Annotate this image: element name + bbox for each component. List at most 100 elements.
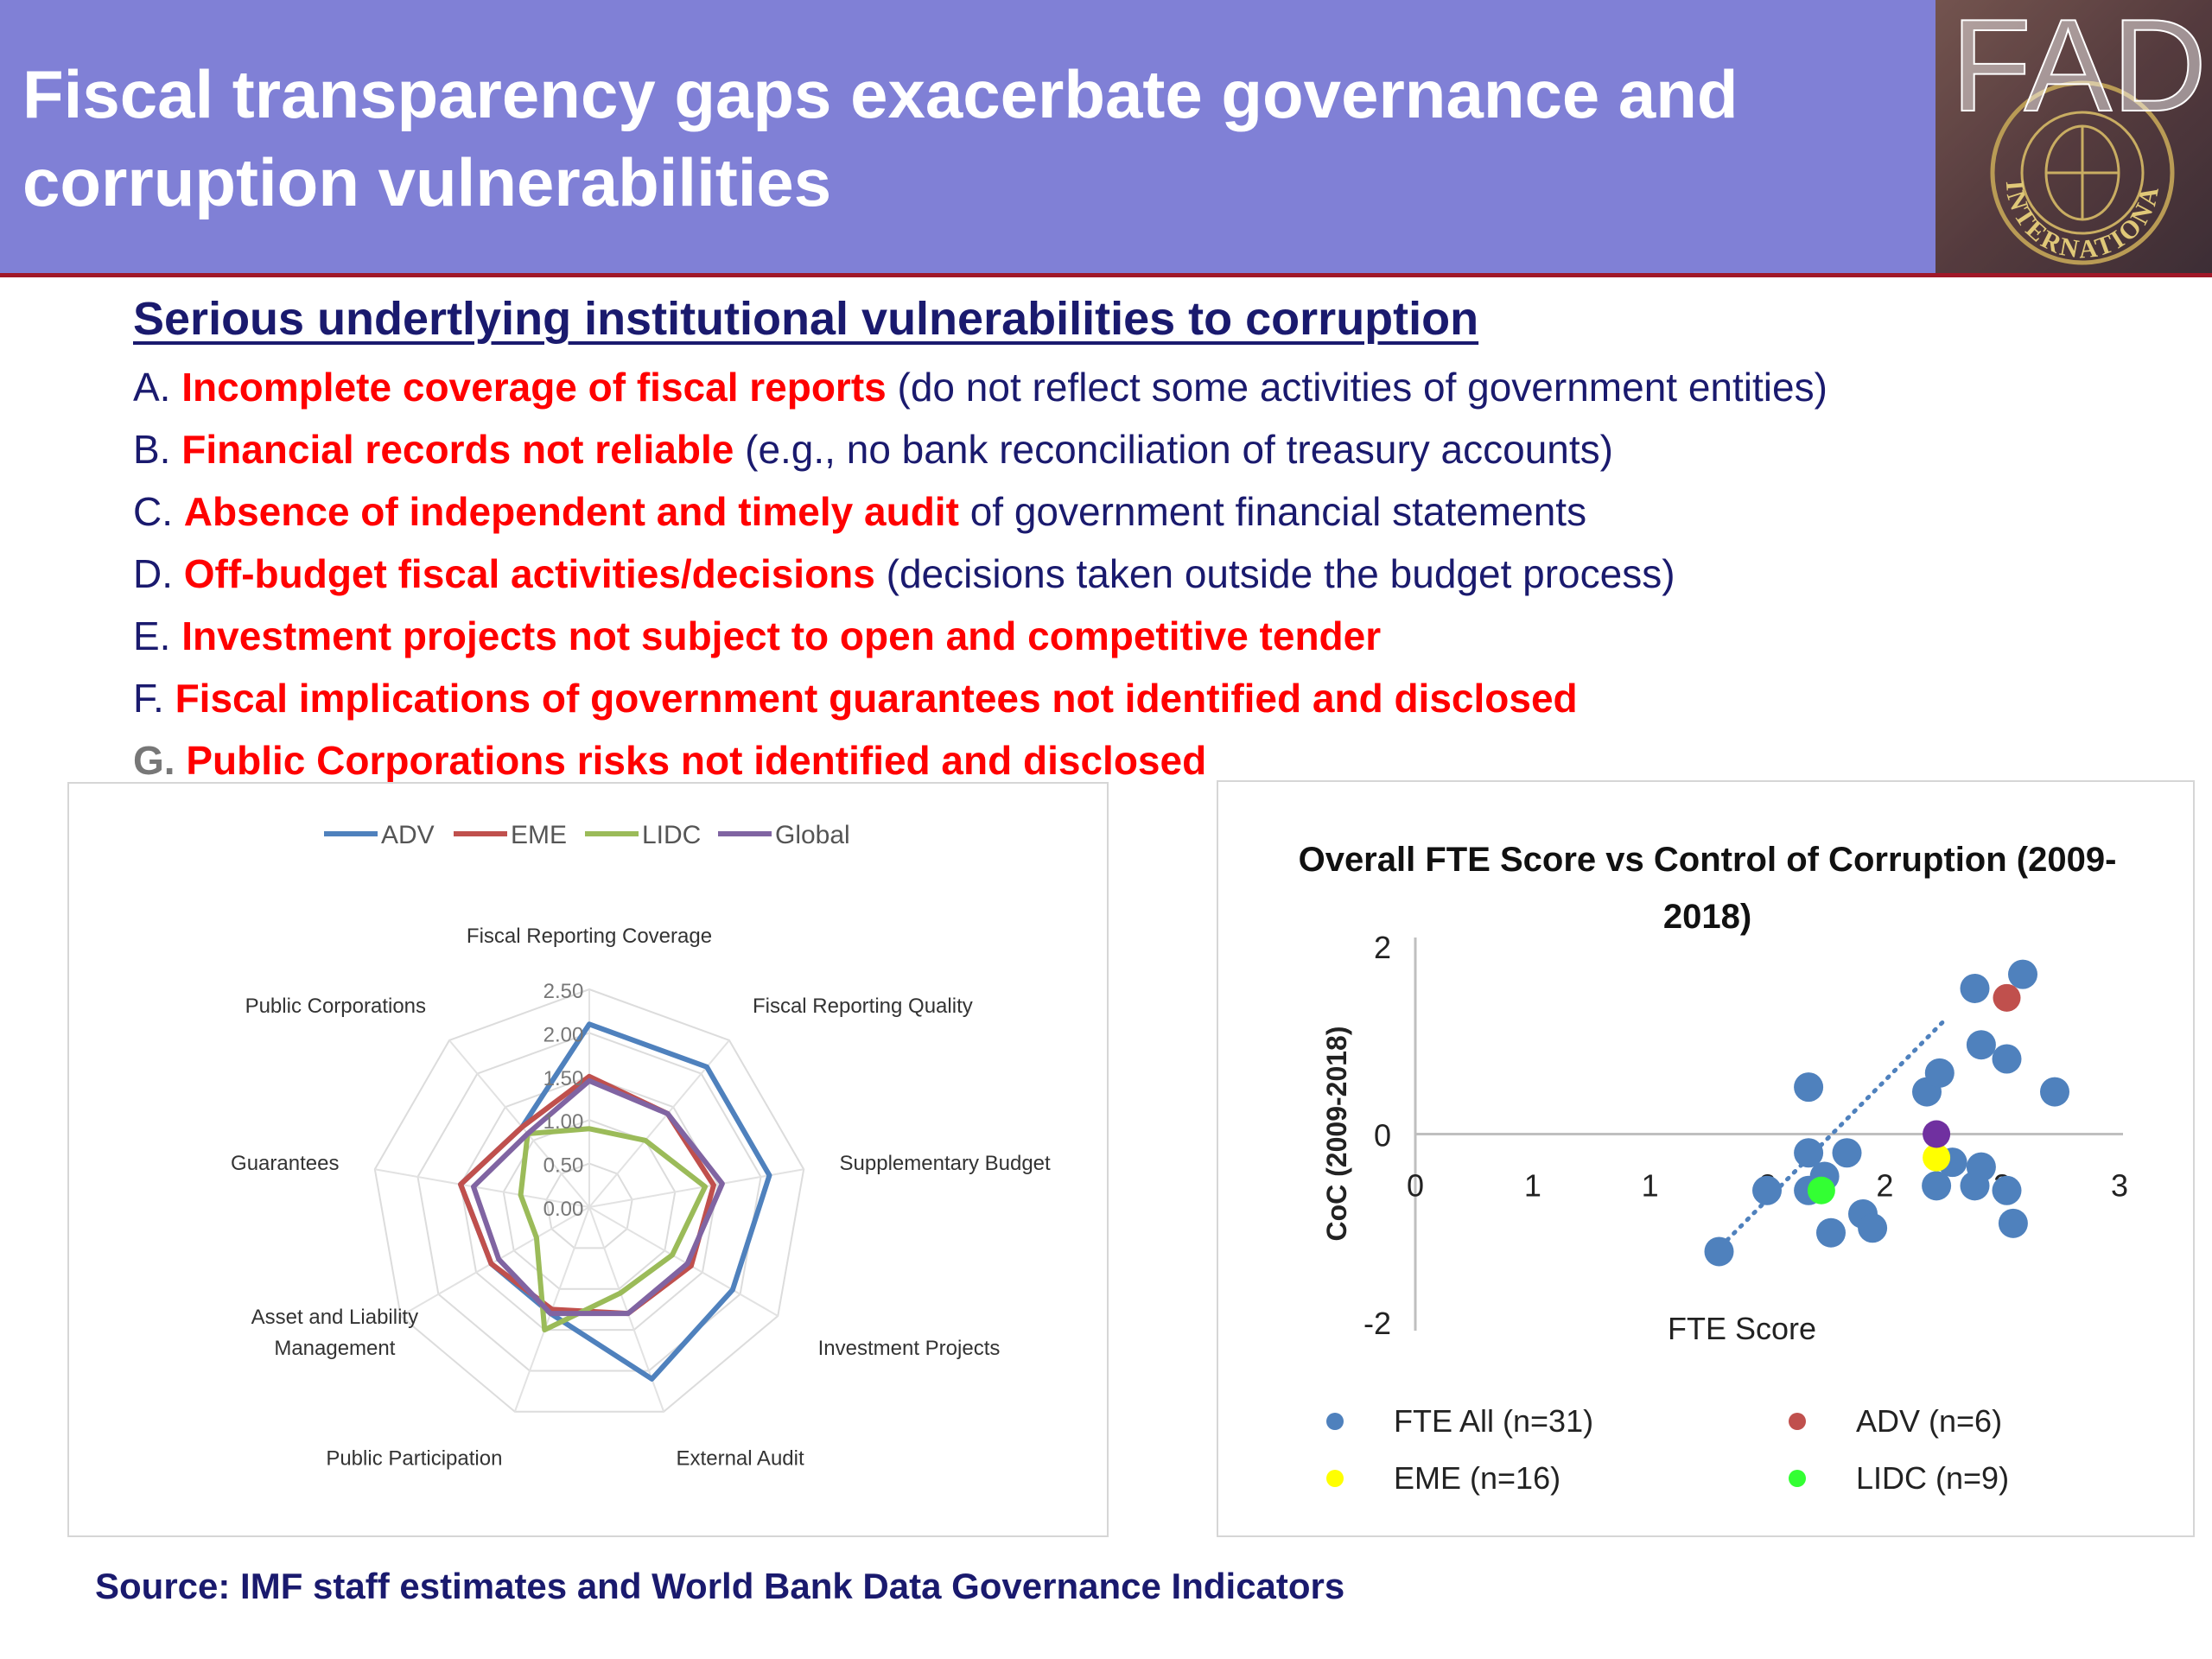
list-item: A. Incomplete coverage of fiscal reports… — [133, 356, 1827, 418]
scatter-series — [1923, 1143, 1951, 1172]
scatter-point — [1923, 1143, 1951, 1172]
scatter-point — [1924, 1058, 1955, 1088]
source-note: Source: IMF staff estimates and World Ba… — [95, 1566, 1345, 1606]
radar-tick-label: 1.50 — [543, 1067, 584, 1090]
scatter-legend: FTE All (n=31) ADV (n=6) EME (n=16) LIDC (n… — [1326, 1403, 2009, 1496]
list-item: E. Investment projects not subject to op… — [133, 605, 1827, 667]
list-item-highlight: Incomplete coverage of fiscal reports — [181, 365, 887, 410]
scatter-point — [1832, 1138, 1862, 1168]
radar-gridline — [502, 1119, 677, 1290]
scatter-x-tick-label: 2 — [1876, 1168, 1893, 1204]
header-banner: Fiscal transparency gaps exacerbate gove… — [0, 0, 1936, 273]
slide-title: Fiscal transparency gaps exacerbate gove… — [22, 50, 1923, 226]
list-item-highlight: Absence of independent and timely audit — [183, 489, 959, 534]
list-item-detail: (do not reflect some activities of gover… — [897, 365, 1827, 410]
radar-tick-label: 2.00 — [543, 1023, 584, 1046]
scatter-chart-panel: Overall FTE Score vs Control of Corrupti… — [1217, 780, 2195, 1537]
radar-tick-label: 0.50 — [543, 1154, 584, 1178]
list-item-detail: (decisions taken outside the budget proc… — [886, 551, 1675, 596]
radar-gridline — [416, 1032, 762, 1372]
seal-inner-ring — [2020, 111, 2145, 235]
radar-chart: 0.00 0.50 1.00 1.50 2.00 2.50 Fiscal Reporting… — [231, 821, 1051, 1470]
scatter-y-tick-label: -2 — [1363, 1306, 1391, 1341]
radar-axis-label: Guarantees — [231, 1152, 339, 1175]
radar-axis-label: Fiscal Reporting Coverage — [467, 925, 712, 948]
list-item-highlight: Public Corporations risks not identified… — [186, 738, 1207, 783]
scatter-point — [1704, 1236, 1734, 1267]
fad-logo: INTERNATIONAL MONETARY FUND FAD — [1936, 0, 2212, 273]
list-item-letter: F. — [133, 676, 164, 721]
radar-axis-label: External Audit — [677, 1446, 804, 1470]
scatter-y-axis-label: CoC (2009-2018) — [1321, 1027, 1352, 1242]
list-item-letter: A. — [133, 365, 171, 410]
radar-tick-label: 2.50 — [543, 980, 584, 1003]
scatter-series — [1923, 1120, 1951, 1148]
radar-tick-label: 0.00 — [543, 1198, 584, 1221]
list-item: B. Financial records not reliable (e.g.,… — [133, 418, 1827, 480]
list-item-detail: of government financial statements — [969, 489, 1587, 534]
radar-spoke — [400, 1206, 590, 1317]
radar-legend-label: ADV — [381, 821, 435, 849]
list-item: G. Public Corporations risks not identif… — [133, 729, 1827, 791]
scatter-title: Overall FTE Score vs Control of Corrupti… — [1299, 841, 2117, 936]
radar-series-adv — [458, 1021, 772, 1382]
scatter-x-tick-label: 1 — [1642, 1168, 1659, 1204]
scatter-point — [1752, 1175, 1782, 1205]
title-line-1: Fiscal transparency gaps exacerbate gove… — [22, 56, 1738, 132]
scatter-trendline — [1718, 1019, 1946, 1249]
scatter-point — [1960, 973, 1990, 1003]
scatter-point — [1966, 1030, 1996, 1060]
list-item-highlight: Fiscal implications of government guaran… — [175, 676, 1578, 721]
radar-legend-label: LIDC — [642, 821, 701, 849]
radar-legend-label: EME — [511, 821, 567, 849]
scatter-legend-label: EME (n=16) — [1394, 1460, 1560, 1496]
list-item-highlight: Investment projects not subject to open … — [181, 613, 1382, 658]
scatter-point — [1794, 1138, 1824, 1168]
scatter-y-tick-label: 0 — [1374, 1118, 1391, 1154]
scatter-point — [1992, 1044, 2022, 1074]
radar-legend-label: Global — [775, 821, 850, 849]
section-subtitle: Serious undertlying institutional vulner… — [133, 293, 1479, 345]
list-item: C. Absence of independent and timely aud… — [133, 480, 1827, 543]
scatter-point — [2040, 1077, 2069, 1107]
scatter-series — [1807, 1176, 1835, 1205]
scatter-point — [1966, 1152, 1996, 1182]
scatter-legend-marker — [1326, 1413, 1344, 1430]
title-line-2: corruption vulnerabilities — [22, 144, 832, 220]
list-item-highlight: Financial records not reliable — [181, 427, 734, 472]
list-item-letter: G. — [133, 738, 175, 783]
list-item-letter: C. — [133, 489, 173, 534]
radar-legend: ADV EME LIDC Global — [324, 821, 850, 849]
radar-spoke — [448, 1039, 590, 1208]
radar-axis-label: Public Participation — [326, 1446, 502, 1470]
radar-gridline — [545, 1162, 633, 1249]
scatter-chart: Overall FTE Score vs Control of Corrupti… — [1299, 841, 2128, 1496]
scatter-point — [1858, 1213, 1888, 1243]
logo-text: FAD — [1951, 0, 2207, 139]
scatter-point — [1922, 1171, 1952, 1201]
vulnerability-list: A. Incomplete coverage of fiscal reports… — [133, 356, 1827, 791]
scatter-x-tick-label: 1 — [1524, 1168, 1541, 1204]
scatter-point — [1794, 1072, 1824, 1103]
scatter-point — [1923, 1120, 1951, 1148]
scatter-point — [2008, 959, 2037, 989]
list-item-letter: E. — [133, 613, 171, 658]
radar-gridline — [373, 988, 805, 1413]
scatter-x-tick-label: 0 — [1407, 1168, 1424, 1204]
radar-axis-label: Supplementary Budget — [840, 1152, 1051, 1175]
list-item-highlight: Off-budget fiscal activities/decisions — [183, 551, 875, 596]
list-item-detail: (e.g., no bank reconciliation of treasur… — [745, 427, 1613, 472]
scatter-legend-marker — [1789, 1470, 1806, 1487]
radar-spoke — [374, 1168, 590, 1208]
scatter-x-tick-label: 3 — [2111, 1168, 2128, 1204]
scatter-point — [1998, 1208, 2028, 1238]
radar-grid — [373, 988, 805, 1413]
scatter-point — [1993, 983, 2021, 1012]
list-item: F. Fiscal implications of government gua… — [133, 667, 1827, 729]
list-item: D. Off-budget fiscal activities/decision… — [133, 543, 1827, 605]
radar-axis-label: Investment Projects — [818, 1337, 1001, 1360]
radar-axis-label: Public Corporations — [245, 995, 426, 1018]
scatter-legend-marker — [1789, 1413, 1806, 1430]
radar-tick-label: 1.00 — [543, 1110, 584, 1134]
scatter-legend-label: LIDC (n=9) — [1856, 1460, 2009, 1496]
